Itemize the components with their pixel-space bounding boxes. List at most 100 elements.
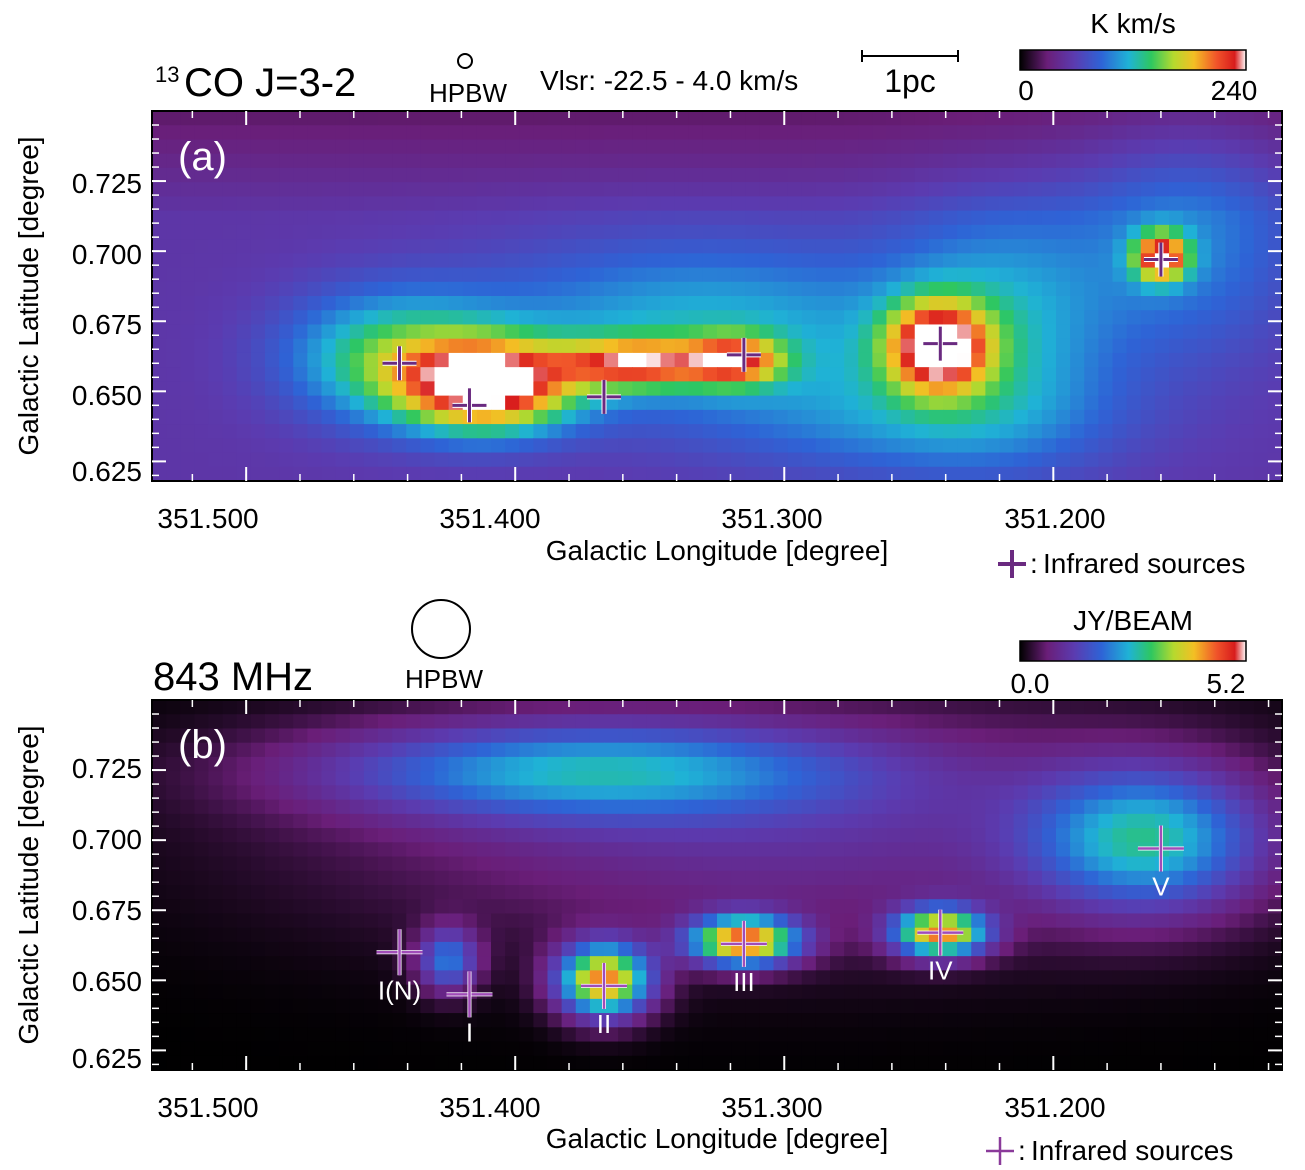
heatmap-cell — [307, 395, 323, 411]
heatmap-cell — [1027, 1013, 1043, 1028]
heatmap-cell — [801, 1055, 817, 1071]
heatmap-cell — [872, 856, 888, 872]
heatmap-cell — [265, 771, 280, 786]
heatmap-cell — [236, 714, 252, 730]
heatmap-cell — [717, 367, 732, 382]
heatmap-cell — [1154, 424, 1170, 439]
heatmap-cell — [547, 381, 563, 397]
heatmap-cell — [307, 956, 323, 971]
heatmap-cell — [307, 324, 323, 340]
heatmap-cell — [180, 296, 195, 311]
heatmap-cell — [886, 395, 902, 411]
heatmap-cell — [1140, 899, 1156, 915]
heatmap-cell — [194, 742, 210, 758]
heatmap-cell — [815, 153, 831, 169]
heatmap-cell — [265, 700, 280, 715]
heatmap-cell — [392, 870, 407, 886]
heatmap-cell — [830, 267, 845, 283]
heatmap-cell — [985, 167, 1001, 183]
heatmap-cell — [745, 885, 760, 900]
heatmap-cell — [575, 281, 591, 297]
heatmap-cell — [236, 927, 252, 943]
heatmap-cell — [406, 239, 421, 254]
heatmap-cell — [265, 253, 280, 269]
heatmap-cell — [618, 324, 633, 340]
heatmap-cell — [858, 239, 873, 254]
heatmap-cell — [208, 870, 224, 886]
heatmap-cell — [589, 1013, 605, 1028]
heatmap-cell — [547, 771, 563, 786]
heatmap-cell — [688, 239, 704, 254]
heatmap-cell — [250, 700, 266, 715]
heatmap-cell — [392, 1055, 407, 1071]
heatmap-cell — [759, 153, 775, 169]
heatmap-cell — [250, 941, 266, 957]
heatmap-cell — [759, 885, 775, 900]
heatmap-cell — [646, 424, 662, 439]
heatmap-cell — [420, 970, 436, 986]
heatmap-cell — [1013, 813, 1029, 829]
heatmap-cell — [1169, 409, 1184, 425]
heatmap-cell — [420, 424, 436, 439]
heatmap-cell — [844, 998, 859, 1014]
heatmap-cell — [533, 409, 549, 425]
heatmap-cell — [1140, 381, 1156, 397]
heatmap-cell — [731, 167, 746, 183]
heatmap-cell — [533, 785, 549, 801]
heatmap-cell — [222, 267, 238, 283]
heatmap-cell — [335, 324, 351, 340]
heatmap-cell — [858, 182, 873, 197]
heatmap-cell — [1253, 395, 1269, 411]
heatmap-cell — [745, 167, 760, 183]
heatmap-cell — [702, 239, 718, 254]
heatmap-cell — [985, 125, 1001, 141]
heatmap-cell — [519, 224, 534, 240]
heatmap-cell — [420, 324, 436, 340]
heatmap-cell — [505, 381, 520, 397]
heatmap-cell — [1253, 941, 1269, 957]
heatmap-cell — [1126, 785, 1142, 801]
heatmap-cell — [589, 771, 605, 786]
heatmap-cell — [914, 367, 930, 382]
heatmap-cell — [321, 424, 337, 439]
heatmap-cell — [1253, 139, 1269, 155]
heatmap-cell — [547, 239, 563, 254]
heatmap-cell — [250, 224, 266, 240]
heatmap-cell — [293, 742, 308, 758]
heatmap-cell — [844, 856, 859, 872]
heatmap-cell — [971, 813, 986, 829]
heatmap-cell — [307, 167, 323, 183]
heatmap-cell — [491, 856, 506, 872]
heatmap-cell — [406, 899, 421, 915]
heatmap-cell — [476, 111, 492, 126]
heatmap-cell — [152, 799, 167, 815]
heatmap-cell — [589, 899, 605, 915]
heatmap-cell — [236, 182, 252, 197]
heatmap-cell — [505, 452, 520, 468]
heatmap-cell — [1154, 111, 1170, 126]
heatmap-cell — [152, 466, 167, 482]
heatmap-cell — [505, 167, 520, 183]
heatmap-cell — [561, 813, 577, 829]
heatmap-cell — [900, 125, 916, 141]
heatmap-cell — [1239, 856, 1255, 872]
heatmap-cell — [1183, 913, 1198, 929]
heatmap-cell — [236, 1041, 252, 1057]
heatmap-cell — [745, 466, 760, 482]
heatmap-cell — [688, 828, 704, 843]
heatmap-cell — [759, 984, 775, 1000]
heatmap-cell — [1041, 466, 1057, 482]
heatmap-cell — [505, 998, 520, 1014]
heatmap-cell — [971, 466, 986, 482]
heatmap-cell — [717, 281, 732, 297]
heatmap-cell — [928, 395, 944, 411]
heatmap-cell — [759, 381, 775, 397]
heatmap-cell — [279, 756, 294, 772]
heatmap-cell — [1211, 409, 1227, 425]
heatmap-cell — [618, 111, 633, 126]
heatmap-cell — [1225, 210, 1241, 226]
heatmap-cell — [900, 742, 916, 758]
heatmap-cell — [787, 182, 803, 197]
heatmap-cell — [872, 167, 888, 183]
heatmap-cell — [1070, 381, 1085, 397]
